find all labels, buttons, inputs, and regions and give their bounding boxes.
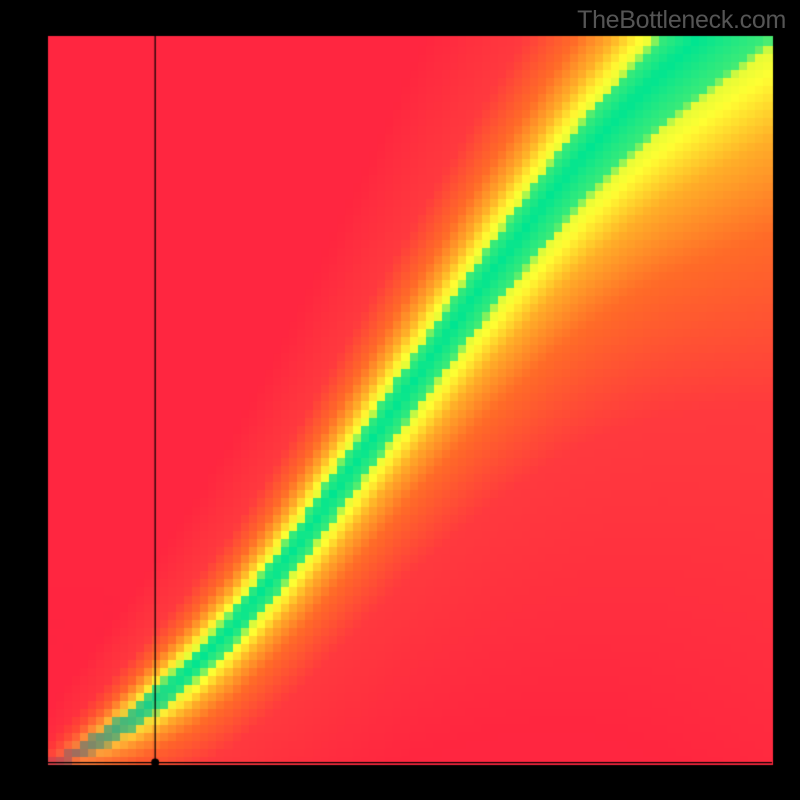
watermark-text: TheBottleneck.com (577, 6, 786, 35)
bottleneck-heatmap (0, 0, 800, 800)
